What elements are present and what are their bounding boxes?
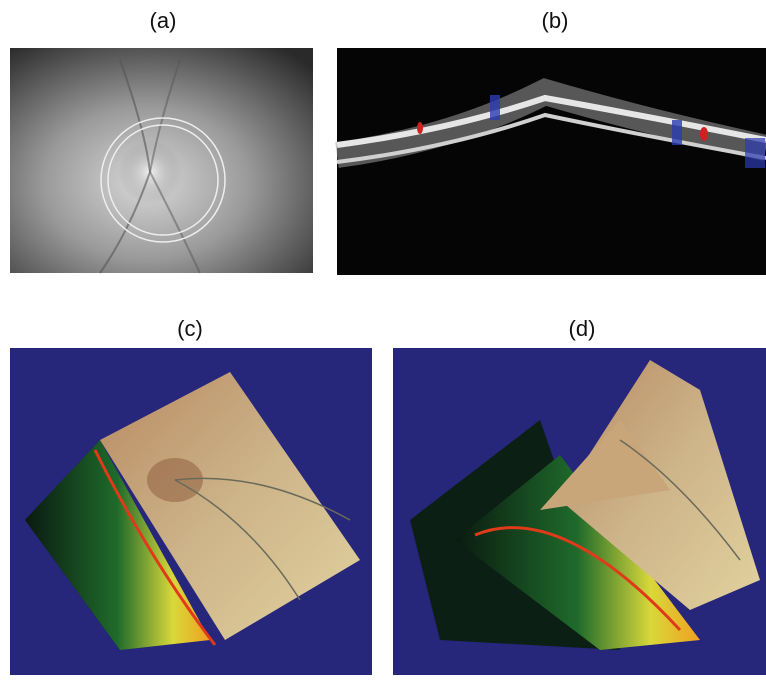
page: (a) (b) (c) (d)	[0, 0, 766, 675]
panel-label: (d)	[569, 316, 596, 341]
oct-bscan	[337, 48, 766, 275]
panel-label: (c)	[177, 316, 203, 341]
fundus-image	[10, 48, 313, 273]
panel-label: (b)	[542, 8, 569, 33]
3d-rendering	[10, 348, 372, 675]
3d-rendering	[393, 348, 766, 675]
figure: (a) (b) (c) (d)	[0, 0, 766, 675]
panel-label: (a)	[150, 8, 177, 33]
